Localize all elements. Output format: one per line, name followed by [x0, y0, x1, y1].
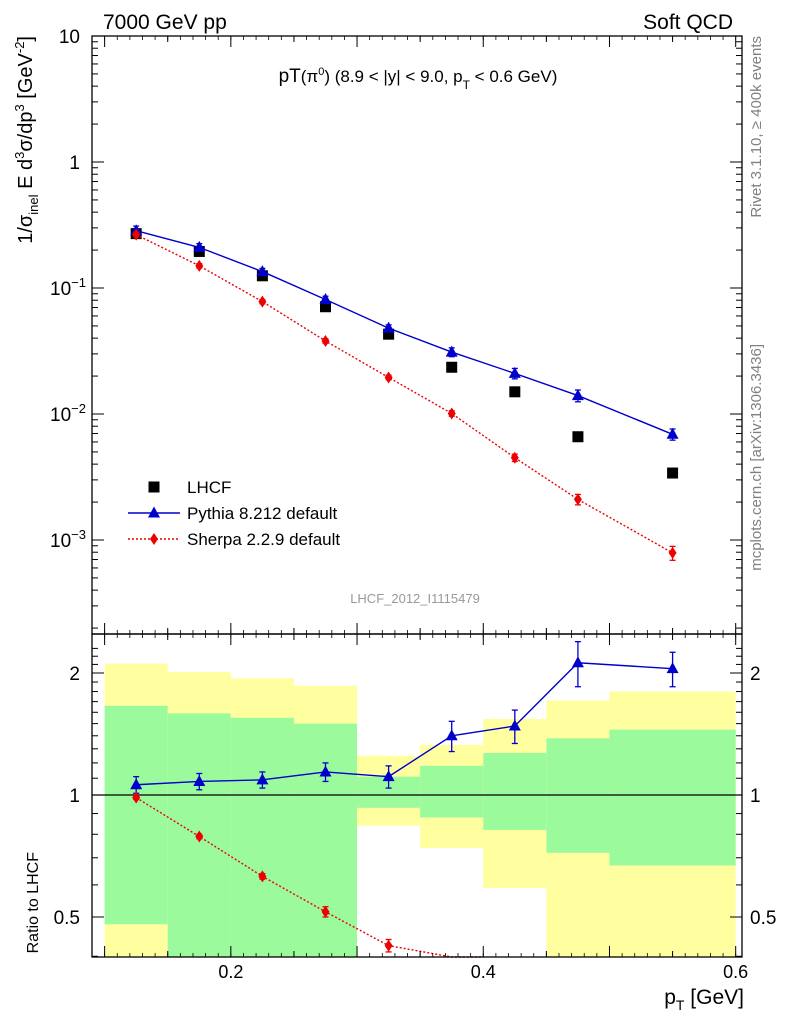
ratio-pythia-point — [508, 719, 521, 731]
ratio-y-axis-title: Ratio to LHCF — [25, 852, 42, 954]
sherpa-point — [132, 228, 141, 241]
x-tick-label: 0.2 — [218, 962, 243, 982]
ratio-pythia-point — [193, 774, 206, 786]
ratio-y-tick-label-left: 0.5 — [54, 908, 80, 929]
legend-sherpa-marker — [150, 533, 158, 545]
ratio-pythia-point — [319, 765, 332, 777]
uncertainty-band-green — [104, 705, 168, 925]
y-tick-label: 10−3 — [50, 527, 86, 552]
ratio-y-tick-label-left: 2 — [69, 664, 80, 685]
y-tick-label: 10−2 — [50, 401, 86, 426]
ratio-plot-area: 0.2 0.4 0.6 0.5 0.5 1 1 2 2 — [54, 36, 776, 982]
uncertainty-band-green — [420, 765, 484, 818]
lhcf-point — [667, 467, 679, 479]
ratio-y-tick-label-left: 1 — [69, 786, 80, 807]
energy-label: 7000 GeV pp — [103, 11, 227, 34]
legend-sherpa-label: Sherpa 2.2.9 default — [187, 530, 340, 549]
legend-lhcf-marker — [148, 481, 160, 493]
lhcf-point — [572, 431, 584, 443]
lhcf-point — [509, 386, 521, 398]
rivet-label: Rivet 3.1.10, ≥ 400k events — [748, 36, 765, 218]
legend-lhcf-label: LHCF — [187, 478, 231, 497]
pythia-point — [319, 293, 332, 305]
main-plot-title: pT(π0) (8.9 < |y| < 9.0, pT < 0.6 GeV) — [279, 66, 558, 92]
ratio-sherpa-point — [132, 791, 141, 804]
sherpa-point — [321, 334, 330, 347]
x-tick-label: 0.6 — [723, 962, 748, 982]
ratio-y-tick-label-right: 2 — [750, 664, 761, 685]
sherpa-point — [573, 493, 582, 506]
pythia-point — [445, 345, 458, 357]
ratio-pythia-point — [256, 773, 269, 785]
pythia-point — [571, 389, 584, 401]
ratio-sherpa-point — [258, 870, 267, 883]
ratio-pythia-point — [382, 770, 395, 782]
analysis-label: LHCF_2012_I1115479 — [350, 591, 480, 606]
ratio-sherpa-point — [384, 939, 393, 952]
x-axis-title: pT [GeV] — [664, 986, 744, 1013]
y-tick-label: 10−1 — [50, 275, 86, 300]
process-label: Soft QCD — [643, 11, 733, 34]
main-y-axis-title: 1/σinel E d3σ/dp3 [GeV-2] — [12, 36, 41, 244]
ratio-pythia-point — [571, 656, 584, 668]
pythia-point — [382, 321, 395, 333]
pythia-point — [666, 427, 679, 439]
pythia-point — [508, 366, 521, 378]
sherpa-point — [447, 407, 456, 420]
y-tick-label: 1 — [69, 153, 80, 174]
x-tick-label: 0.4 — [471, 962, 496, 982]
sherpa-point — [510, 451, 519, 464]
ratio-pythia-point — [130, 778, 143, 790]
sherpa-point — [668, 546, 677, 559]
legend-pythia-label: Pythia 8.212 default — [187, 504, 338, 523]
legend-pythia-marker — [148, 506, 160, 518]
lhcf-point — [383, 328, 395, 340]
ratio-pythia-point — [445, 729, 458, 741]
pythia-point — [193, 240, 206, 252]
lhcf-point — [446, 361, 458, 373]
y-tick-label: 10 — [59, 27, 80, 48]
uncertainty-band-green — [230, 717, 294, 957]
pythia-point — [256, 265, 269, 277]
uncertainty-band-green — [293, 723, 358, 957]
ratio-pythia-point — [666, 662, 679, 674]
ratio-y-tick-label-right: 1 — [750, 786, 761, 807]
uncertainty-band-green — [609, 729, 736, 866]
ratio-sherpa-point — [321, 905, 330, 918]
uncertainty-band-green — [483, 752, 547, 830]
ratio-y-tick-label-right: 0.5 — [750, 908, 776, 929]
sherpa-point — [384, 371, 393, 384]
ratio-sherpa-point — [195, 830, 204, 843]
sherpa-point — [195, 259, 204, 272]
mcplots-label: mcplots.cern.ch [arXiv:1306.3436] — [748, 344, 765, 571]
sherpa-point — [258, 295, 267, 308]
pythia-line — [135, 230, 673, 435]
legend: LHCF Pythia 8.212 default Sherpa 2.2.9 def… — [128, 478, 340, 549]
lhcf-point — [319, 301, 331, 313]
